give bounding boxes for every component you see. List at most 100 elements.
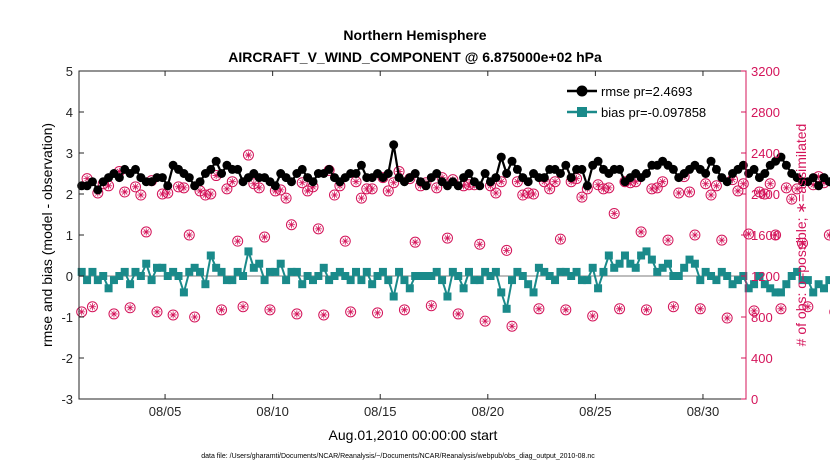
obs-assimilated-star (745, 230, 753, 238)
bias-marker (782, 280, 791, 289)
obs-possible-circle (554, 233, 566, 245)
bias-marker (438, 276, 447, 285)
bias-marker (685, 255, 694, 264)
x-tick-label: 08/15 (364, 404, 397, 419)
obs-possible-circle (253, 182, 265, 194)
bias-marker (793, 267, 802, 276)
obs-assimilated-star (341, 237, 349, 245)
obs-assimilated-star (191, 313, 199, 321)
obs-possible-circle (770, 229, 782, 241)
obs-assimilated-star (212, 171, 220, 180)
obs-count-marker (339, 235, 351, 247)
rmse-marker (453, 181, 463, 191)
obs-count-marker (759, 188, 771, 200)
obs-possible-circle (205, 188, 217, 200)
bias-marker (378, 267, 387, 276)
obs-possible-circle (285, 219, 297, 231)
obs-assimilated-star (755, 188, 764, 196)
bias-marker (421, 272, 430, 280)
bias-marker (115, 272, 124, 280)
bias-marker (384, 276, 393, 285)
x-tick-label: 08/25 (579, 404, 612, 419)
obs-assimilated-star (180, 184, 188, 192)
obs-count-marker (791, 183, 803, 195)
obs-assimilated-star (529, 190, 538, 198)
bias-marker (400, 276, 409, 285)
obs-count-marker (533, 303, 545, 315)
bias-marker (265, 267, 274, 276)
obs-possible-circle (129, 181, 141, 193)
obs-count-marker (608, 207, 620, 219)
rmse-marker (211, 156, 221, 166)
obs-count-marker (732, 185, 744, 197)
bias-marker (626, 259, 635, 268)
obs-assimilated-star (675, 189, 683, 197)
bias-marker (680, 263, 689, 272)
rmse-marker (722, 177, 732, 187)
obs-count-marker (259, 231, 271, 243)
obs-assimilated-star (739, 180, 747, 188)
y-tick-label: 0 (66, 269, 73, 284)
obs-count-marker (796, 237, 808, 249)
obs-assimilated-star (282, 194, 290, 202)
bias-marker (395, 267, 404, 276)
rmse-marker (824, 177, 830, 187)
x-tick-label: 08/05 (149, 404, 182, 419)
obs-assimilated-star (589, 312, 597, 320)
obs-possible-circle (312, 223, 324, 235)
obs-assimilated-star (659, 178, 667, 186)
obs-count-marker (216, 304, 228, 316)
obs-count-marker (318, 309, 330, 321)
obs-assimilated-star (578, 193, 586, 201)
rmse-marker (410, 169, 420, 178)
obs-count-marker (700, 178, 712, 190)
obs-assimilated-star (368, 185, 376, 193)
obs-possible-circle (764, 178, 776, 190)
bias-marker (405, 284, 414, 293)
obs-assimilated-star (314, 225, 322, 233)
obs-assimilated-star (508, 322, 516, 330)
obs-count-marker (189, 311, 201, 323)
obs-assimilated-star (309, 183, 317, 191)
obs-count-marker (232, 235, 244, 247)
obs-count-marker (640, 304, 652, 316)
obs-possible-circle (506, 320, 518, 332)
obs-possible-circle (662, 234, 674, 246)
rmse-marker (270, 181, 280, 191)
bias-marker (637, 251, 646, 260)
bias-marker (760, 280, 769, 289)
y-axis-left: -3 -2 -1 0 1 2 3 4 5 (61, 64, 84, 407)
rmse-marker (776, 152, 786, 162)
obs-assimilated-star (718, 236, 726, 244)
obs-assimilated-star (594, 181, 602, 189)
obs-count-marker (479, 315, 491, 327)
obs-count-marker (786, 193, 798, 205)
bias-marker (755, 272, 764, 280)
obs-count-marker (140, 226, 152, 238)
obs-possible-circle (786, 193, 798, 205)
bias-marker (561, 267, 570, 276)
obs-possible-circle (119, 186, 131, 198)
obs-assimilated-star (809, 181, 817, 189)
obs-assimilated-star (788, 195, 796, 203)
bias-marker (292, 267, 301, 276)
obs-possible-circle (721, 312, 733, 324)
obs-possible-circle (748, 305, 760, 317)
rmse-marker (475, 181, 485, 191)
bias-marker (287, 267, 296, 276)
bias-marker (341, 272, 350, 280)
bias-marker (572, 267, 581, 276)
obs-assimilated-star (556, 235, 565, 243)
rmse-layer (77, 140, 830, 195)
obs-possible-circle (689, 229, 701, 241)
obs-possible-circle (705, 189, 717, 201)
obs-count-marker (253, 182, 265, 194)
obs-count-marker (350, 176, 362, 188)
obs-possible-circle (398, 304, 410, 316)
bias-marker (190, 263, 199, 272)
obs-assimilated-star (815, 172, 823, 181)
obs-count-marker (221, 183, 233, 195)
obs-count-marker (409, 236, 421, 248)
bias-marker (88, 267, 97, 276)
